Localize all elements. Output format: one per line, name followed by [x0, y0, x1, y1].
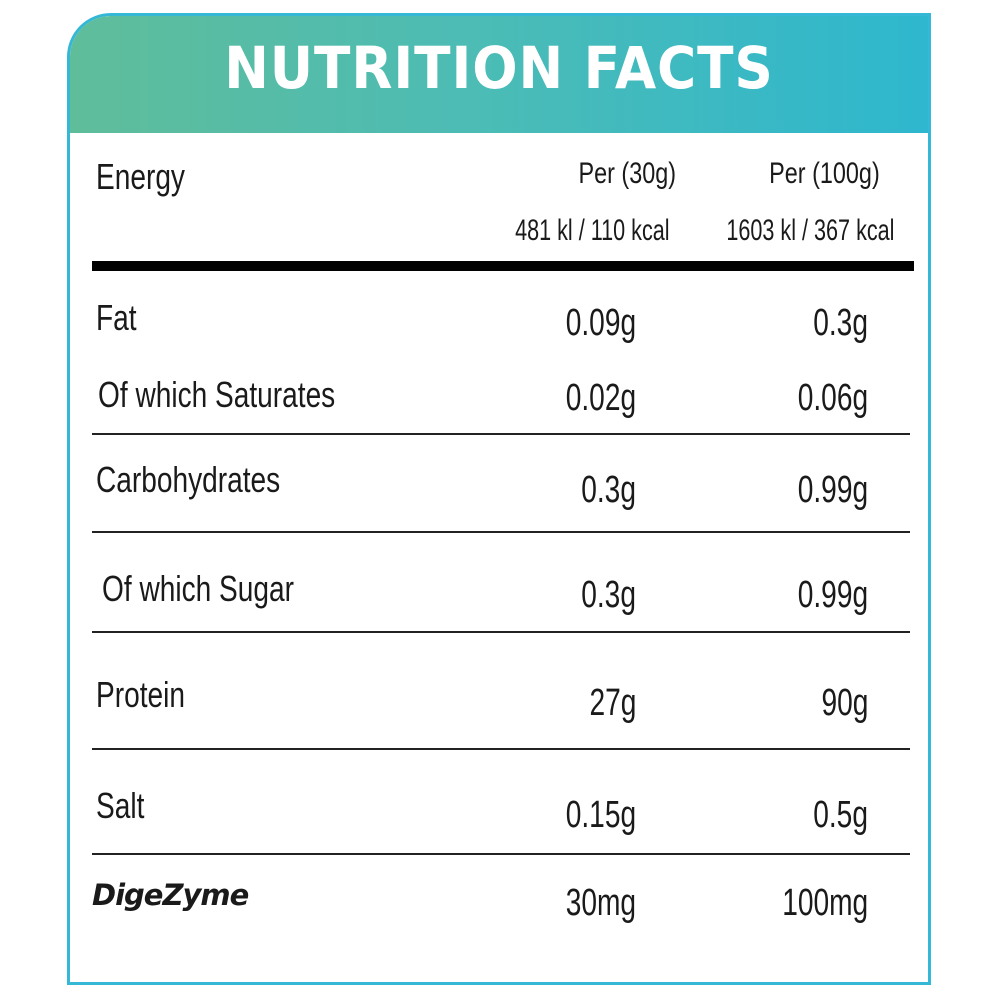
divider	[92, 433, 910, 435]
panel-title: NUTRITION FACTS	[224, 34, 774, 102]
per-100g-header: Per (100g)	[769, 157, 880, 190]
sugar-per-100g: 0.99g	[797, 574, 868, 616]
row-label-saturates: Of which Saturates	[98, 374, 336, 415]
row-label-salt: Salt	[96, 785, 145, 826]
header-band: NUTRITION FACTS	[70, 16, 928, 133]
energy-per-30g: 481 kl / 110 kcal	[515, 214, 670, 247]
digezyme-per-100g: 100mg	[782, 882, 868, 924]
divider	[92, 631, 910, 633]
fat-per-100g: 0.3g	[813, 302, 868, 344]
carbohydrates-per-30g: 0.3g	[581, 469, 636, 511]
per-30g-header: Per (30g)	[578, 157, 676, 190]
row-label-protein: Protein	[96, 674, 185, 715]
sugar-per-30g: 0.3g	[581, 574, 636, 616]
divider	[92, 853, 910, 855]
energy-per-100g: 1603 kl / 367 kcal	[725, 214, 894, 247]
fat-per-30g: 0.09g	[565, 302, 636, 344]
row-label-sugar: Of which Sugar	[102, 568, 294, 609]
salt-per-100g: 0.5g	[813, 794, 868, 836]
energy-divider	[92, 261, 914, 271]
row-label-carbohydrates: Carbohydrates	[96, 459, 281, 500]
digezyme-per-30g: 30mg	[565, 882, 636, 924]
carbohydrates-per-100g: 0.99g	[797, 469, 868, 511]
saturates-per-100g: 0.06g	[797, 377, 868, 419]
divider	[92, 531, 910, 533]
nutrition-facts-panel: NUTRITION FACTS Energy Per (30g) Per (10…	[67, 13, 931, 985]
protein-per-100g: 90g	[821, 682, 868, 724]
divider	[92, 748, 910, 750]
saturates-per-30g: 0.02g	[565, 377, 636, 419]
row-label-fat: Fat	[96, 297, 137, 338]
protein-per-30g: 27g	[589, 682, 636, 724]
row-label-digezyme: DigeZyme	[92, 878, 249, 912]
energy-label: Energy	[96, 156, 185, 197]
salt-per-30g: 0.15g	[565, 794, 636, 836]
